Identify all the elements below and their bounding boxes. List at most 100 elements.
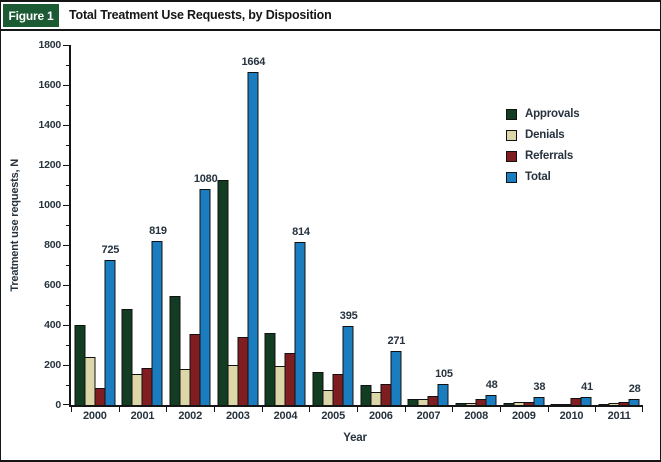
bar-group-2002: 1080 2002 xyxy=(166,45,218,422)
total-value-label: 814 xyxy=(292,226,310,239)
bar-group-2010: 41 2010 xyxy=(548,45,596,422)
x-axis-tick-label: 2002 xyxy=(178,410,202,422)
y-axis-minor-tick xyxy=(66,224,69,226)
total-value-label: 725 xyxy=(101,244,120,256)
bar-total-2000 xyxy=(104,260,116,405)
legend-label: Approvals xyxy=(525,108,580,120)
y-axis-major-tick xyxy=(63,164,69,166)
x-axis-tick xyxy=(261,407,263,412)
bar-group-2009: 38 2009 xyxy=(500,45,548,422)
y-axis-major-tick xyxy=(63,244,69,246)
bar-total-2005 xyxy=(342,326,354,405)
x-axis-tick-label: 2009 xyxy=(511,410,536,422)
bar-total-2009 xyxy=(533,397,545,405)
figure-title: Total Treatment Use Requests, by Disposi… xyxy=(69,8,332,22)
legend-swatch-denials xyxy=(506,129,517,141)
x-axis-tick xyxy=(118,407,120,412)
bar-total-2004 xyxy=(294,242,306,405)
y-axis-tick-label: 1600 xyxy=(38,79,61,91)
y-axis-minor-tick xyxy=(66,384,69,386)
x-axis-tick xyxy=(166,407,168,412)
x-axis-tick xyxy=(595,407,597,412)
legend-label: Total xyxy=(525,171,551,183)
legend-item-denials: Denials xyxy=(506,129,579,141)
y-axis-minor-tick xyxy=(66,64,69,66)
x-axis-tick xyxy=(452,407,454,412)
y-axis-major-tick xyxy=(63,404,69,405)
y-axis-major-tick xyxy=(63,204,69,206)
x-axis-tick-label: 2005 xyxy=(321,410,345,422)
bar-total-2011 xyxy=(628,399,640,405)
y-axis-tick-label: 1800 xyxy=(38,39,61,51)
chart-legend: Approvals Denials Referrals Total xyxy=(506,108,580,192)
legend-label: Denials xyxy=(525,129,565,141)
bar-cluster xyxy=(455,395,497,405)
bar-total-2010 xyxy=(580,396,592,405)
bar-cluster xyxy=(503,397,545,405)
y-axis-major-tick xyxy=(63,364,69,366)
y-axis-minor-tick xyxy=(66,304,69,306)
y-axis-tick-label: 600 xyxy=(44,279,61,291)
y-axis-major-tick xyxy=(63,44,69,46)
x-axis-tick-label: 2001 xyxy=(130,410,155,422)
legend-swatch-approvals xyxy=(506,108,517,120)
y-axis-tick-label: 1000 xyxy=(38,199,61,211)
legend-item-referrals: Referrals xyxy=(506,150,579,162)
chart-plot-area: 0 200 400 600 800 1000 1200 1400 1600 1800 725 2000… xyxy=(38,39,643,422)
y-axis-tick-label: 0 xyxy=(55,399,61,411)
bar-cluster xyxy=(598,399,640,405)
x-axis-tick-label: 2006 xyxy=(368,410,393,422)
bar-cluster xyxy=(312,326,354,405)
y-axis-tick-label: 1400 xyxy=(38,119,61,131)
bar-cluster xyxy=(360,350,402,405)
total-value-label: 271 xyxy=(387,334,406,347)
total-value-label: 1080 xyxy=(193,173,218,185)
y-axis-major-tick xyxy=(63,284,69,286)
bar-approvals-2005 xyxy=(312,372,324,405)
y-axis-minor-tick xyxy=(66,344,69,346)
total-value-label: 38 xyxy=(533,381,546,394)
figure-header: Figure 1 Total Treatment Use Requests, b… xyxy=(1,2,660,31)
x-axis-tick xyxy=(642,407,643,412)
y-axis-tick-label: 1200 xyxy=(38,159,61,171)
bar-denials-2000 xyxy=(84,357,96,405)
bar-total-2003 xyxy=(247,72,259,405)
bar-group-2007: 105 2007 xyxy=(405,45,453,422)
total-value-label: 1664 xyxy=(241,56,266,69)
y-axis-tick-label: 200 xyxy=(44,359,61,371)
bar-group-2005: 395 2005 xyxy=(309,45,358,422)
x-axis-tick-label: 2007 xyxy=(416,410,441,422)
x-axis-tick xyxy=(71,407,72,412)
bar-total-2001 xyxy=(151,241,163,405)
x-axis-tick-label: 2003 xyxy=(225,410,250,422)
legend-swatch-referrals xyxy=(506,150,517,162)
bar-group-2008: 48 2008 xyxy=(452,45,500,422)
y-axis-tick-label: 800 xyxy=(44,239,61,251)
x-axis-tick-label: 2008 xyxy=(464,410,488,422)
bar-approvals-2003 xyxy=(217,180,229,405)
y-axis-minor-tick xyxy=(66,264,69,266)
y-axis-minor-tick xyxy=(66,144,69,146)
x-axis-tick-label: 2000 xyxy=(82,410,107,422)
x-axis-tick-label: 2010 xyxy=(559,410,584,422)
legend-label: Referrals xyxy=(525,150,574,162)
bar-group-2000: 725 2000 xyxy=(71,45,120,422)
legend-item-approvals: Approvals xyxy=(506,108,580,120)
total-value-label: 41 xyxy=(581,380,593,393)
total-value-label: 48 xyxy=(485,379,498,392)
bar-cluster xyxy=(407,384,449,405)
bar-group-2004: 814 2004 xyxy=(262,45,310,422)
bar-cluster xyxy=(217,72,259,405)
bar-cluster xyxy=(74,260,116,405)
bar-cluster xyxy=(264,242,306,405)
bar-approvals-2001 xyxy=(121,309,133,405)
y-axis-title-wrap: Treatment use requests, N xyxy=(7,45,23,405)
total-value-label: 28 xyxy=(628,383,641,396)
y-axis-title: Treatment use requests, N xyxy=(9,158,21,292)
bar-total-2007 xyxy=(437,384,449,405)
bar-cluster xyxy=(169,189,211,405)
x-axis-tick-label: 2004 xyxy=(273,410,298,422)
y-axis-major-tick xyxy=(63,324,69,326)
legend-item-total: Total xyxy=(506,171,579,183)
